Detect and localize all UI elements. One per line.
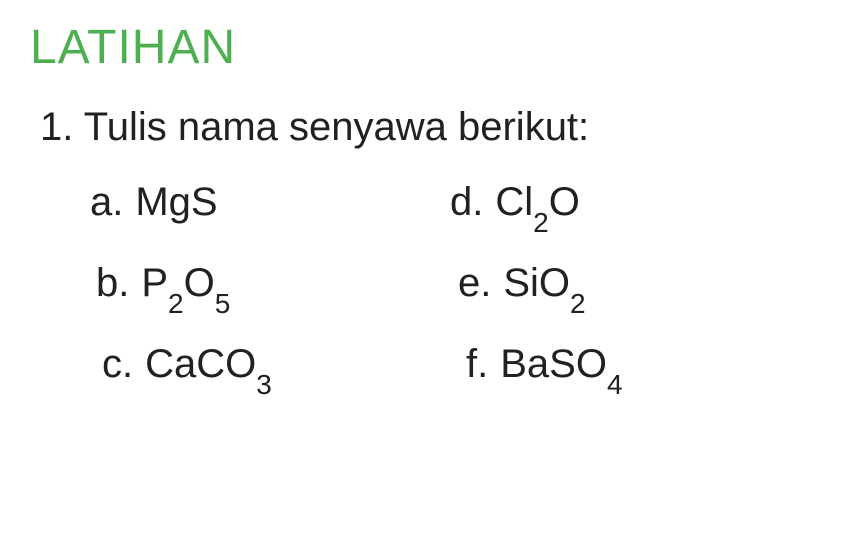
- list-item: a. MgS: [90, 180, 450, 231]
- item-label: d.: [450, 180, 483, 225]
- list-item: c. CaCO3: [90, 342, 450, 393]
- chemical-formula: MgS: [135, 180, 217, 225]
- question-number: 1.: [40, 105, 73, 149]
- chemical-formula: P2O5: [141, 261, 230, 312]
- chemical-formula: BaSO4: [500, 342, 622, 393]
- chemical-formula: CaCO3: [145, 342, 272, 393]
- list-item: b. P2O5: [90, 261, 450, 312]
- item-label: b.: [96, 261, 129, 306]
- chemical-formula: Cl2O: [495, 180, 579, 231]
- item-row: a. MgS d. Cl2O: [90, 180, 824, 231]
- items-container: a. MgS d. Cl2O b. P2O5 e. SiO2 c. CaCO3 f. BaSO4: [90, 180, 824, 393]
- list-item: e. SiO2: [450, 261, 586, 312]
- item-label: a.: [90, 180, 123, 225]
- item-label: c.: [102, 342, 133, 387]
- question-line: 1. Tulis nama senyawa berikut:: [40, 105, 824, 150]
- chemical-formula: SiO2: [503, 261, 585, 312]
- item-row: b. P2O5 e. SiO2: [90, 261, 824, 312]
- page-title: LATIHAN: [30, 20, 824, 75]
- list-item: f. BaSO4: [450, 342, 623, 393]
- question-text: Tulis nama senyawa berikut:: [84, 105, 589, 149]
- item-row: c. CaCO3 f. BaSO4: [90, 342, 824, 393]
- item-label: f.: [466, 342, 488, 387]
- item-label: e.: [458, 261, 491, 306]
- list-item: d. Cl2O: [450, 180, 580, 231]
